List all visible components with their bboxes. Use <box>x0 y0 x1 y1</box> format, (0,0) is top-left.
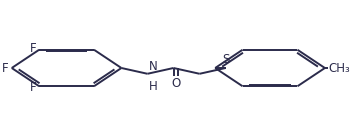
Text: S: S <box>222 53 229 66</box>
Text: CH₃: CH₃ <box>328 61 350 75</box>
Text: F: F <box>30 42 36 55</box>
Text: F: F <box>1 61 8 75</box>
Text: O: O <box>171 77 180 90</box>
Text: N: N <box>148 60 157 73</box>
Text: H: H <box>149 80 157 93</box>
Text: F: F <box>30 81 36 94</box>
